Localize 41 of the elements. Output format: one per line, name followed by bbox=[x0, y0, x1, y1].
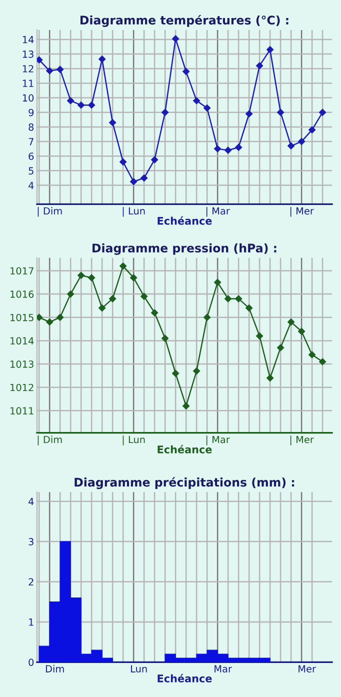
y-tick-label: 1012 bbox=[10, 384, 34, 392]
y-tick-label: 1013 bbox=[10, 360, 34, 368]
y-tick-label: 1016 bbox=[10, 290, 34, 298]
y-tick-label: 1014 bbox=[10, 337, 34, 345]
x-tick-label: Mar bbox=[214, 665, 232, 672]
x-tick-label: | Dim bbox=[38, 436, 62, 446]
y-tick-label: 10 bbox=[22, 94, 34, 102]
y-tick-label: 14 bbox=[22, 36, 34, 44]
y-tick-label: 1017 bbox=[10, 267, 34, 275]
x-tick-label: | Lun bbox=[122, 436, 145, 446]
x-tick-label: | Mer bbox=[290, 207, 314, 217]
y-tick-label: 13 bbox=[22, 50, 34, 58]
x-tick-label: | Dim bbox=[38, 207, 62, 217]
x-tick-label: | Mar bbox=[206, 436, 230, 446]
y-tick-label: 3 bbox=[28, 538, 34, 546]
x-tick-label: Dim bbox=[46, 664, 64, 672]
y-tick-label: 2 bbox=[28, 578, 34, 586]
chart-title: Diagramme précipitations (mm) : bbox=[74, 477, 294, 490]
x-axis-title: Echéance bbox=[158, 674, 212, 682]
y-tick-label: 12 bbox=[22, 65, 34, 72]
y-tick-label: 5 bbox=[28, 167, 34, 175]
y-tick-label: 8 bbox=[28, 123, 34, 131]
y-tick-label: 11 bbox=[22, 80, 34, 87]
y-tick-label: 1 bbox=[29, 618, 34, 626]
y-tick-label: 4 bbox=[28, 498, 34, 506]
x-tick-label: | Mer bbox=[290, 436, 314, 446]
x-axis-title: Echéance bbox=[158, 444, 212, 454]
x-tick-label: Mer bbox=[298, 665, 316, 672]
y-tick-label: 7 bbox=[28, 138, 34, 146]
y-tick-label: 0 bbox=[28, 658, 34, 666]
x-tick-label: Lun bbox=[131, 665, 147, 672]
chart-title: Diagramme pression (hPa) : bbox=[92, 243, 276, 255]
x-axis-title: Echéance bbox=[158, 216, 212, 225]
y-tick-label: 1015 bbox=[10, 314, 34, 322]
y-tick-label: 9 bbox=[28, 108, 34, 116]
x-tick-label: | Mar bbox=[206, 207, 230, 217]
y-tick-label: 6 bbox=[28, 152, 34, 160]
y-tick-label: 1011 bbox=[10, 407, 34, 415]
x-tick-label: | Lun bbox=[122, 207, 145, 217]
y-tick-label: 4 bbox=[28, 182, 34, 189]
chart-title: Diagramme températures (°C) : bbox=[80, 14, 288, 27]
